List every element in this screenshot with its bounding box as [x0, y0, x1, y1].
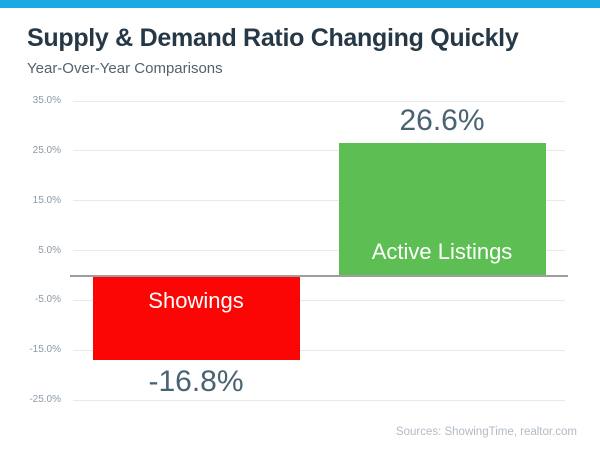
y-axis-tick-label: -25.0% — [29, 394, 61, 406]
bar-showings: Showings — [92, 276, 300, 361]
y-axis-tick-label: 25.0% — [32, 144, 61, 156]
zero-axis-line — [70, 274, 568, 277]
sources-note: Sources: ShowingTime, realtor.com — [395, 426, 577, 438]
bar-category-label: Active Listings — [371, 239, 513, 265]
chart-subtitle: Year-Over-Year Comparisons — [27, 60, 223, 77]
bar-value-label: 26.6% — [399, 103, 485, 137]
gridline — [73, 349, 565, 351]
bar-category-label: Showings — [148, 287, 244, 313]
gridline — [73, 100, 565, 102]
gridline — [73, 200, 565, 202]
y-axis-tick-label: -15.0% — [29, 344, 61, 356]
gridline — [73, 299, 565, 301]
gridline — [73, 399, 565, 401]
bar-value-label: -16.8% — [148, 365, 244, 399]
y-axis-tick-label: 5.0% — [38, 244, 61, 256]
bar-active-listings: Active Listings — [338, 142, 546, 276]
top-accent-bar — [0, 0, 600, 8]
y-axis-tick-label: -5.0% — [34, 294, 61, 306]
gridline — [73, 150, 565, 152]
y-axis-tick-label: 15.0% — [32, 194, 61, 206]
chart-title: Supply & Demand Ratio Changing Quickly — [27, 24, 519, 52]
y-axis-tick-label: 35.0% — [32, 95, 61, 107]
gridline — [73, 250, 565, 252]
